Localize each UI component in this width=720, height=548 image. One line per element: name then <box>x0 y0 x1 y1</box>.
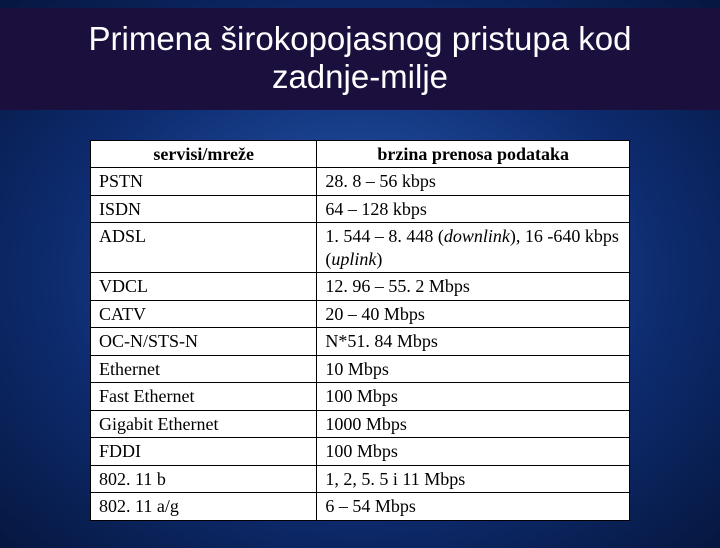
table-row: PSTN28. 8 – 56 kbps <box>91 168 630 196</box>
cell-service: CATV <box>91 300 317 328</box>
table-row: 802. 11 a/g6 – 54 Mbps <box>91 493 630 521</box>
table-row: ISDN64 – 128 kbps <box>91 195 630 223</box>
title-bar: Primena širokopojasnog pristupa kod zadn… <box>0 8 720 110</box>
table-row: Ethernet10 Mbps <box>91 355 630 383</box>
cell-speed: 100 Mbps <box>317 383 630 411</box>
table-row: ADSL1. 544 – 8. 448 (downlink), 16 -640 … <box>91 223 630 273</box>
cell-service: OC-N/STS-N <box>91 328 317 356</box>
italic-text: uplink <box>331 249 376 269</box>
cell-speed: 1000 Mbps <box>317 410 630 438</box>
table-header-row: servisi/mreže brzina prenosa podataka <box>91 140 630 168</box>
table-row: 802. 11 b1, 2, 5. 5 i 11 Mbps <box>91 465 630 493</box>
col-header-speed: brzina prenosa podataka <box>317 140 630 168</box>
broadband-table: servisi/mreže brzina prenosa podataka PS… <box>90 140 630 521</box>
cell-service: 802. 11 a/g <box>91 493 317 521</box>
table-row: CATV20 – 40 Mbps <box>91 300 630 328</box>
table-row: Gigabit Ethernet1000 Mbps <box>91 410 630 438</box>
cell-service: Ethernet <box>91 355 317 383</box>
table-body: PSTN28. 8 – 56 kbpsISDN64 – 128 kbpsADSL… <box>91 168 630 521</box>
cell-service: Gigabit Ethernet <box>91 410 317 438</box>
cell-service: ISDN <box>91 195 317 223</box>
cell-speed: 64 – 128 kbps <box>317 195 630 223</box>
table-row: Fast Ethernet100 Mbps <box>91 383 630 411</box>
cell-speed: 28. 8 – 56 kbps <box>317 168 630 196</box>
table-row: OC-N/STS-NN*51. 84 Mbps <box>91 328 630 356</box>
cell-speed: 10 Mbps <box>317 355 630 383</box>
cell-service: FDDI <box>91 438 317 466</box>
cell-speed: 1. 544 – 8. 448 (downlink), 16 -640 kbps… <box>317 223 630 273</box>
cell-service: VDCL <box>91 273 317 301</box>
cell-service: 802. 11 b <box>91 465 317 493</box>
cell-speed: 100 Mbps <box>317 438 630 466</box>
cell-service: ADSL <box>91 223 317 273</box>
italic-text: downlink <box>444 226 510 246</box>
cell-speed: 12. 96 – 55. 2 Mbps <box>317 273 630 301</box>
table-container: servisi/mreže brzina prenosa podataka PS… <box>90 140 630 521</box>
cell-service: Fast Ethernet <box>91 383 317 411</box>
col-header-service: servisi/mreže <box>91 140 317 168</box>
slide-title: Primena širokopojasnog pristupa kod zadn… <box>40 20 680 96</box>
table-row: FDDI100 Mbps <box>91 438 630 466</box>
cell-speed: N*51. 84 Mbps <box>317 328 630 356</box>
cell-service: PSTN <box>91 168 317 196</box>
cell-speed: 6 – 54 Mbps <box>317 493 630 521</box>
table-row: VDCL12. 96 – 55. 2 Mbps <box>91 273 630 301</box>
cell-speed: 20 – 40 Mbps <box>317 300 630 328</box>
cell-speed: 1, 2, 5. 5 i 11 Mbps <box>317 465 630 493</box>
